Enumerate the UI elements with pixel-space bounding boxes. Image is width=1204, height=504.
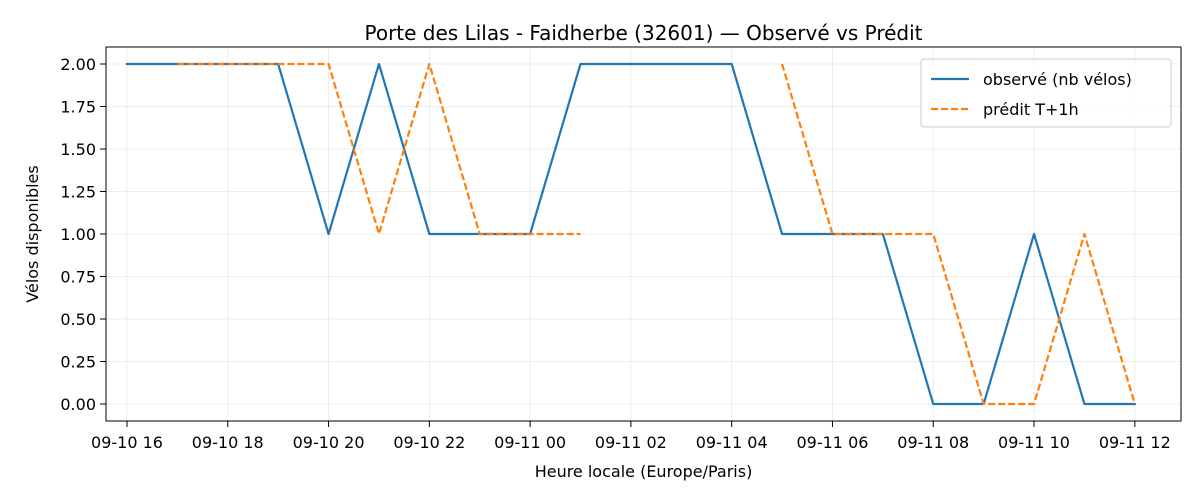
x-tick-label: 09-10 22	[393, 433, 465, 452]
y-tick-label: 0.50	[60, 310, 96, 329]
chart-title: Porte des Lilas - Faidherbe (32601) — Ob…	[364, 21, 922, 45]
series-observed	[125, 62, 1136, 406]
x-tick-label: 09-10 20	[293, 433, 365, 452]
y-tick-label: 1.00	[60, 225, 96, 244]
x-tick-label: 09-11 04	[696, 433, 768, 452]
y-tick-label: 0.75	[60, 268, 96, 287]
y-tick-label: 0.00	[60, 395, 96, 414]
x-tick-label: 09-11 08	[897, 433, 969, 452]
series-line	[781, 63, 1136, 406]
y-axis-title: Vélos disponibles	[23, 165, 42, 302]
x-tick-label: 09-11 10	[998, 433, 1070, 452]
x-axis-title: Heure locale (Europe/Paris)	[535, 462, 753, 481]
y-tick-label: 2.00	[60, 55, 96, 74]
series-predicted	[177, 62, 1136, 406]
x-tick-label: 09-11 00	[494, 433, 566, 452]
legend-box	[920, 58, 1172, 128]
y-tick-label: 1.25	[60, 183, 96, 202]
grid	[106, 47, 1181, 421]
y-tick-label: 1.50	[60, 140, 96, 159]
series-layer	[125, 62, 1136, 406]
legend-label-predicted: prédit T+1h	[983, 100, 1079, 119]
x-axis: 09-10 16 09-10 18 09-10 20 09-10 22 09-11 00…	[91, 421, 1171, 452]
x-tick-label: 09-11 12	[1099, 433, 1171, 452]
legend-label-observed: observé (nb vélos)	[983, 70, 1132, 89]
x-tick-label: 09-10 18	[192, 433, 264, 452]
x-tick-label: 09-10 16	[91, 433, 163, 452]
y-tick-label: 0.25	[60, 353, 96, 372]
y-tick-label: 1.75	[60, 98, 96, 117]
x-tick-label: 09-11 06	[796, 433, 868, 452]
x-tick-label: 09-11 02	[595, 433, 667, 452]
legend: observé (nb vélos) prédit T+1h	[920, 58, 1172, 128]
series-line	[177, 62, 581, 236]
y-axis: 0.00 0.25 0.50 0.75 1.00 1.25 1.50 1.75 2.00	[60, 55, 106, 414]
series-line	[125, 62, 1136, 406]
